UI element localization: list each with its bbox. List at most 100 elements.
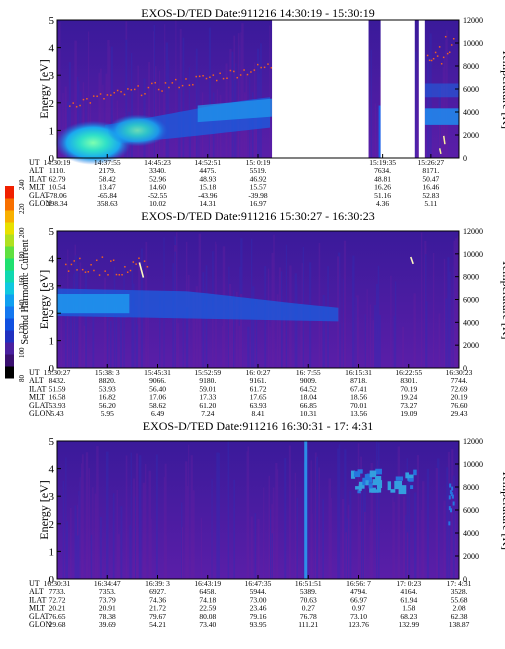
flux-patch: [368, 483, 373, 489]
orbit-value: 4164.: [400, 587, 417, 596]
heatmap-streak: [70, 507, 72, 579]
heatmap-streak: [181, 502, 183, 579]
orbit-value: 16.97: [250, 199, 267, 208]
flux-patch: [451, 486, 454, 491]
flux-patch: [362, 477, 368, 486]
flux-patch: [407, 474, 414, 481]
heatmap-streak: [159, 294, 161, 368]
orbit-value: 16:47:35: [245, 579, 272, 588]
orbit-value: 76.78: [300, 612, 317, 621]
heatmap-streak: [152, 31, 155, 159]
heatmap-streak: [164, 463, 167, 579]
orbit-value: 80.08: [199, 612, 216, 621]
orbit-value: 15.57: [250, 183, 267, 192]
colorbar-swatch: [5, 330, 14, 343]
orbit-table: UT 14:30:19 14:37:55 14:45:23 14:52:51 15: 0:…: [29, 158, 444, 208]
heatmap-streak: [358, 533, 362, 579]
heatmap-streak: [106, 486, 108, 579]
orbit-value: 48.93: [199, 174, 216, 183]
temperature-point: [82, 98, 85, 101]
temperature-point: [93, 269, 95, 272]
orbit-value: 68.23: [400, 612, 417, 621]
heatmap-streak: [338, 252, 341, 368]
heatmap-streak: [222, 326, 224, 368]
temperature-point: [256, 63, 259, 66]
heatmap-streak: [257, 519, 260, 579]
orbit-value: -78.06: [47, 191, 67, 200]
y-tick-label: 4: [49, 43, 55, 55]
y-axis-label: Energy [eV]: [37, 480, 51, 539]
heatmap-streak: [144, 463, 147, 579]
chart-panel-3: EXOS-D/TED Date:911216 16:30:31 - 17: 4:…: [29, 419, 505, 629]
heatmap-streak: [343, 278, 346, 368]
heatmap-streak: [185, 461, 188, 579]
orbit-row-label: GLON: [29, 199, 51, 208]
heatmap-streak: [240, 293, 243, 368]
y-tick-label: 5: [49, 436, 55, 448]
orbit-table: UT 15:30:27 15:38: 3 15:45:31 15:52:59 16: 0:…: [29, 368, 473, 418]
heatmap-streak: [356, 295, 359, 368]
heatmap-streak: [288, 445, 291, 579]
flux-band-bright: [57, 294, 130, 314]
heatmap-streak: [408, 473, 411, 579]
flux-band-right: [424, 108, 459, 125]
orbit-value: 16:22:55: [395, 368, 422, 377]
heatmap-streak: [135, 496, 137, 579]
temperature-point: [69, 105, 71, 107]
heatmap-streak: [397, 446, 401, 579]
heatmap-streak: [241, 23, 244, 159]
flux-patch: [366, 473, 371, 478]
temperature-point: [92, 95, 95, 97]
heatmap-streak: [252, 286, 255, 368]
heatmap-streak: [369, 304, 372, 368]
y2-tick-label: 2000: [463, 552, 479, 561]
orbit-value: 20.91: [99, 604, 116, 613]
flux-patch: [365, 480, 369, 486]
heatmap-streak: [192, 294, 195, 368]
chart-panel-1: EXOS-D/TED Date:911216 14:30:19 - 15:30:…: [29, 6, 505, 208]
temperature-point: [434, 51, 437, 54]
heatmap-streak: [355, 297, 357, 368]
orbit-value: 72.72: [49, 595, 66, 604]
temperature-point: [140, 94, 143, 97]
heatmap-streak: [447, 257, 450, 368]
heatmap-streak: [168, 60, 170, 158]
heatmap-streak: [88, 468, 90, 579]
orbit-value: 16:43:19: [194, 579, 221, 588]
orbit-value: 66.97: [350, 595, 367, 604]
heatmap-streak: [322, 295, 325, 368]
heatmap-streak: [451, 507, 454, 579]
heatmap-streak: [296, 497, 298, 579]
heatmap-streak: [179, 28, 182, 159]
heatmap-streak: [62, 92, 64, 158]
orbit-value: 76.60: [451, 401, 468, 410]
temperature-point: [198, 75, 201, 78]
trace-mark: [410, 256, 414, 265]
colorbar-swatch: [5, 258, 14, 271]
temperature-point: [432, 57, 435, 60]
orbit-value: 61.20: [199, 401, 216, 410]
flux-band-bright: [197, 98, 273, 123]
orbit-value: 15:26:27: [418, 158, 445, 167]
y-tick-label: 3: [49, 70, 55, 82]
temperature-point: [426, 54, 429, 57]
heatmap-streak: [314, 452, 317, 579]
heatmap-streak: [352, 255, 355, 368]
heatmap-streak: [82, 82, 85, 158]
heatmap-streak: [80, 468, 83, 579]
flux-patch: [410, 485, 414, 490]
y2-tick-label: 12000: [463, 227, 483, 236]
heatmap-streak: [125, 39, 128, 159]
heatmap-streak: [370, 462, 373, 579]
orbit-value: 4.36: [376, 199, 389, 208]
heatmap-streak: [268, 509, 272, 579]
heatmap-streak: [363, 488, 366, 579]
flux-patch: [371, 489, 379, 493]
orbit-row-label: ILAT: [29, 384, 46, 393]
temperature-point: [115, 273, 118, 276]
heatmap-streak: [192, 293, 195, 368]
heatmap-streak: [268, 475, 270, 579]
temperature-point: [99, 93, 102, 95]
heatmap-streak: [426, 468, 430, 579]
